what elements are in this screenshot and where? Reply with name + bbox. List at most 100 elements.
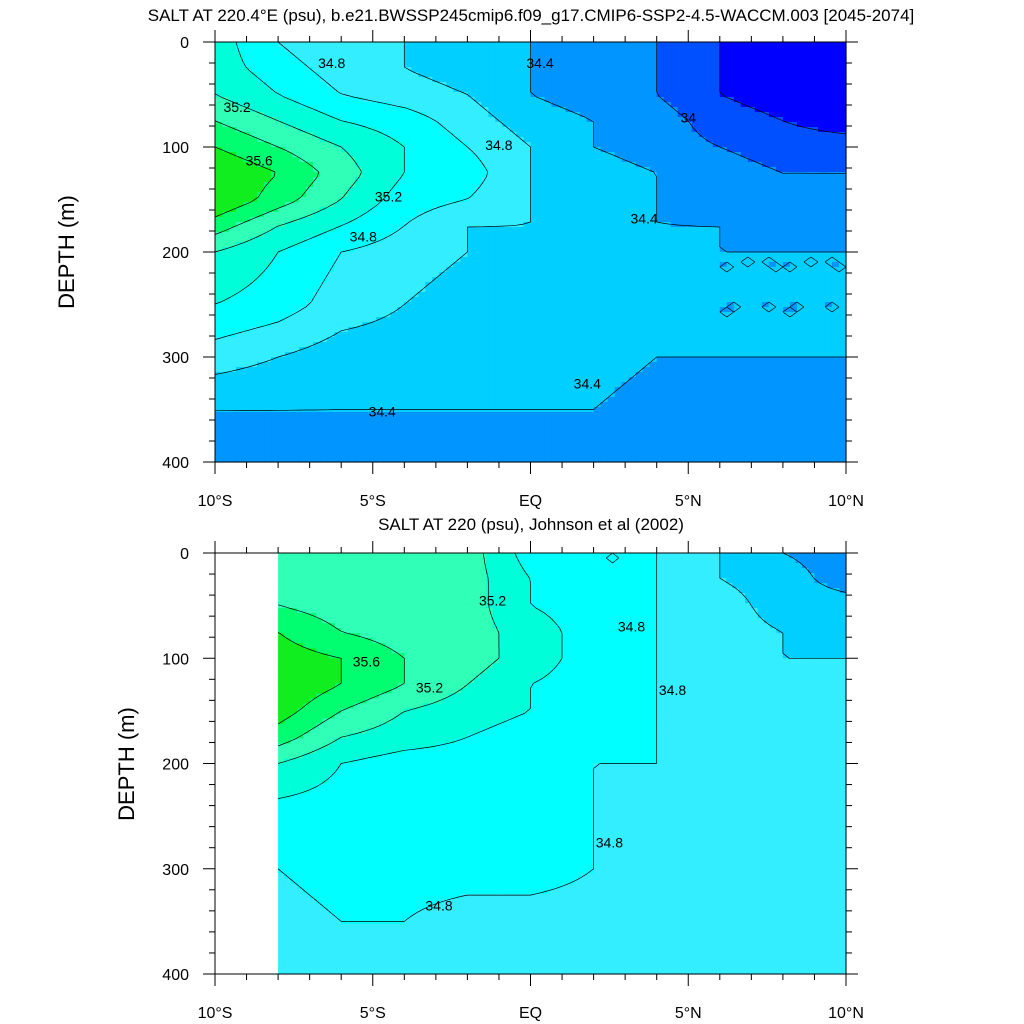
salinity-cell [622, 72, 630, 78]
salinity-cell [250, 262, 258, 268]
salinity-cell [734, 197, 742, 203]
salinity-cell [790, 102, 798, 108]
salinity-cell [236, 182, 244, 188]
salinity-cell [278, 257, 286, 263]
salinity-cell [460, 152, 468, 158]
salinity-cell [622, 122, 630, 128]
salinity-cell [369, 142, 377, 148]
salinity-cell [481, 82, 489, 88]
salinity-cell [390, 222, 398, 228]
salinity-cell [285, 307, 293, 313]
salinity-cell [776, 42, 784, 48]
salinity-cell [664, 202, 672, 208]
salinity-cell [355, 222, 363, 228]
salinity-cell [580, 97, 588, 103]
salinity-cell [594, 62, 602, 68]
salinity-cell [573, 247, 581, 253]
salinity-cell [839, 217, 847, 223]
salinity-cell [601, 192, 609, 198]
salinity-cell [594, 97, 602, 103]
salinity-cell [355, 142, 363, 148]
salinity-cell [566, 147, 574, 153]
salinity-cell [559, 162, 567, 168]
salinity-cell [432, 222, 440, 228]
salinity-cell [411, 77, 419, 83]
salinity-cell [664, 207, 672, 213]
salinity-cell [271, 97, 279, 103]
salinity-cell [523, 257, 531, 263]
salinity-cell [587, 207, 595, 213]
salinity-cell [636, 47, 644, 53]
salinity-cell [671, 67, 679, 73]
salinity-cell [481, 232, 489, 238]
salinity-cell [678, 237, 686, 243]
salinity-cell [411, 312, 419, 318]
salinity-cell [545, 122, 553, 128]
salinity-cell [432, 137, 440, 143]
salinity-cell [790, 202, 798, 208]
salinity-cell [348, 87, 356, 93]
salinity-cell [411, 102, 419, 108]
salinity-cell [636, 152, 644, 158]
salinity-cell [418, 202, 426, 208]
salinity-cell [685, 312, 693, 318]
salinity-cell [664, 172, 672, 178]
salinity-cell [755, 117, 763, 123]
salinity-cell [376, 312, 384, 318]
salinity-cell [720, 52, 728, 58]
salinity-cell [622, 307, 630, 313]
salinity-cell [538, 247, 546, 253]
salinity-cell [748, 112, 756, 118]
salinity-cell [327, 132, 335, 138]
salinity-cell [664, 157, 672, 163]
salinity-cell [250, 227, 258, 233]
salinity-cell [390, 52, 398, 58]
salinity-cell [727, 127, 735, 133]
salinity-cell [516, 307, 524, 313]
salinity-cell [523, 72, 531, 78]
salinity-cell [362, 272, 370, 278]
salinity-cell [523, 277, 531, 283]
salinity-cell [608, 297, 616, 303]
salinity-cell [369, 152, 377, 158]
salinity-cell [762, 57, 770, 63]
salinity-cell [404, 157, 412, 163]
salinity-cell [411, 222, 419, 228]
salinity-cell [699, 42, 707, 48]
salinity-cell [313, 147, 321, 153]
salinity-cell [559, 257, 567, 263]
salinity-cell [250, 292, 258, 298]
salinity-cell [650, 82, 658, 88]
salinity-cell [411, 122, 419, 128]
salinity-cell [769, 197, 777, 203]
salinity-cell [643, 277, 651, 283]
salinity-cell [257, 277, 265, 283]
salinity-cell [762, 172, 770, 178]
salinity-cell [355, 102, 363, 108]
salinity-cell [236, 87, 244, 93]
salinity-cell [825, 142, 833, 148]
salinity-cell [678, 247, 686, 253]
salinity-cell [720, 122, 728, 128]
salinity-cell [376, 112, 384, 118]
salinity-cell [271, 122, 279, 128]
salinity-cell [250, 307, 258, 313]
salinity-cell [327, 152, 335, 158]
salinity-cell [776, 152, 784, 158]
salinity-cell [425, 162, 433, 168]
salinity-cell [797, 282, 805, 288]
salinity-cell [222, 282, 230, 288]
salinity-cell [474, 52, 482, 58]
salinity-cell [615, 267, 623, 273]
salinity-cell [418, 237, 426, 243]
salinity-cell [797, 42, 805, 48]
salinity-cell [783, 187, 791, 193]
salinity-cell [425, 122, 433, 128]
salinity-cell [783, 252, 791, 258]
salinity-cell [397, 127, 405, 133]
salinity-cell [397, 42, 405, 48]
salinity-cell [460, 262, 468, 268]
salinity-cell [502, 227, 510, 233]
salinity-cell [355, 137, 363, 143]
salinity-cell [348, 142, 356, 148]
